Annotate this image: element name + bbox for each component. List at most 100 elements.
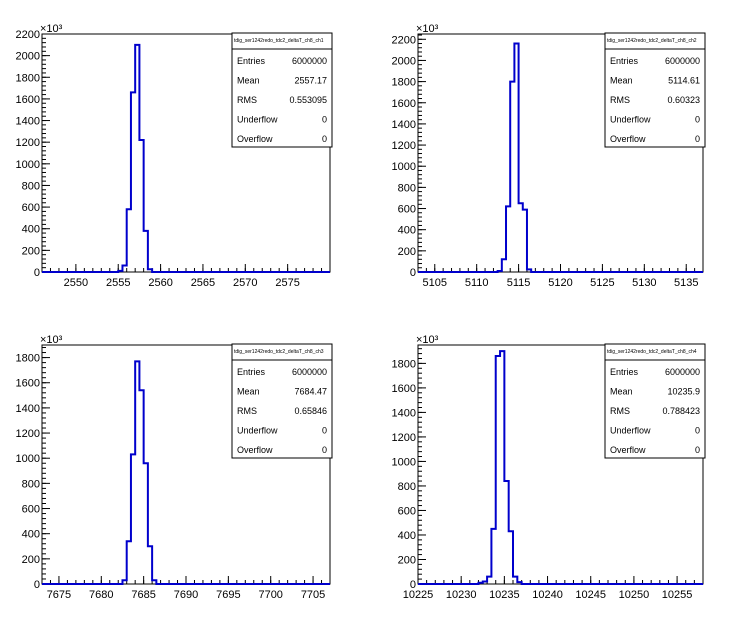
y-tick-label: 200 [22,245,40,257]
stats-value: 0.788423 [662,406,700,416]
x-tick-label: 2565 [191,277,215,289]
y-tick-label: 1600 [392,98,416,110]
y-multiplier-label: ×10³ [40,334,63,346]
stats-label: Underflow [237,115,278,125]
stats-label: RMS [610,95,630,105]
x-tick-label: 7685 [131,589,155,601]
stats-value: 0 [322,134,327,144]
y-tick-label: 1000 [392,161,416,173]
x-tick-label: 5130 [632,277,656,289]
x-tick-label: 10230 [446,589,477,601]
stats-value: 0.65846 [294,406,327,416]
stats-box-frame [231,343,333,459]
x-tick-label: 5115 [507,277,531,289]
y-tick-label: 800 [398,182,416,194]
x-tick-label: 10235 [489,589,520,601]
y-tick-label: 1600 [16,378,40,390]
x-tick-label: 2550 [64,277,88,289]
y-tick-label: 2200 [392,34,416,46]
stats-box: tdig_ser1242redo_tdc2_deltaT_ch8_ch1 Entr… [231,32,333,148]
y-tick-label: 1800 [16,353,40,365]
x-tick-label: 7680 [89,589,113,601]
x-tick-label: 5120 [548,277,572,289]
y-multiplier-label: ×10³ [416,334,439,346]
y-tick-label: 1400 [392,407,416,419]
histogram-panel-3: 7675 7680 7685 7690 7695 7700 7705 0 200 400 600 80… [16,334,333,601]
stats-value: 10235.9 [667,387,700,397]
stats-value: 6000000 [665,56,700,66]
y-tick-label: 1400 [16,116,40,128]
stats-title: tdig_ser1242redo_tdc2_deltaT_ch8_ch1 [234,38,324,44]
stats-value: 0 [322,445,327,455]
stats-label: Underflow [237,426,278,436]
histogram-series [418,42,703,273]
stats-label: Overflow [237,134,273,144]
y-tick-label: 800 [22,180,40,192]
stats-box-frame [604,343,706,459]
y-tick-label: 600 [398,204,416,216]
stats-label: RMS [237,406,257,416]
y-tick-label: 1200 [392,140,416,152]
stats-title: tdig_ser1242redo_tdc2_deltaT_ch8_ch3 [234,349,324,355]
x-tick-label: 10240 [532,589,563,601]
y-tick-label: 1000 [392,456,416,468]
stats-label: Entries [610,367,639,377]
y-tick-label: 1400 [392,119,416,131]
x-tick-label: 2570 [233,277,257,289]
x-tick-label: 7705 [301,589,325,601]
stats-value: 0.553095 [289,95,327,105]
stats-label: Entries [237,367,266,377]
stats-label: Mean [610,387,633,397]
stats-box-frame [604,32,706,148]
y-tick-label: 1600 [16,94,40,106]
x-tick-label: 2555 [106,277,130,289]
stats-label: Underflow [610,115,651,125]
stats-label: Entries [610,56,639,66]
histogram-series [418,350,703,585]
stats-label: Overflow [610,445,646,455]
stats-box: tdig_ser1242redo_tdc2_deltaT_ch8_ch2 Entr… [604,32,706,148]
y-tick-label: 200 [398,246,416,258]
stats-label: Mean [237,387,260,397]
stats-value: 0 [322,115,327,125]
stats-value: 6000000 [292,367,327,377]
x-tick-label: 10245 [575,589,606,601]
y-tick-label: 2200 [16,29,40,41]
y-tick-label: 0 [34,267,40,279]
stats-title: tdig_ser1242redo_tdc2_deltaT_ch8_ch2 [607,38,697,44]
y-tick-label: 1200 [392,432,416,444]
stats-label: RMS [610,406,630,416]
stats-value: 2557.17 [294,76,327,86]
stats-box-frame [231,32,333,148]
y-tick-label: 400 [22,224,40,236]
histogram-series [42,360,330,585]
x-tick-label: 10250 [619,589,650,601]
y-tick-label: 1400 [16,403,40,415]
x-tick-label: 2575 [275,277,299,289]
y-tick-label: 1000 [16,453,40,465]
stats-value: 0 [695,115,700,125]
y-tick-label: 2000 [16,51,40,63]
y-tick-label: 2000 [392,55,416,67]
stats-label: Mean [237,76,260,86]
y-tick-label: 1800 [16,72,40,84]
stats-title: tdig_ser1242redo_tdc2_deltaT_ch8_ch4 [607,349,697,355]
stats-label: Underflow [610,426,651,436]
y-tick-label: 1800 [392,358,416,370]
x-tick-label: 7700 [258,589,282,601]
stats-label: Mean [610,76,633,86]
stats-label: Overflow [610,134,646,144]
stats-value: 6000000 [292,56,327,66]
stats-value: 5114.61 [668,76,700,86]
x-tick-label: 10225 [403,589,434,601]
x-tick-label: 2560 [148,277,172,289]
histogram-series [42,43,330,273]
stats-value: 6000000 [665,367,700,377]
stats-label: Overflow [237,445,273,455]
stats-value: 0 [695,445,700,455]
x-tick-label: 5105 [423,277,447,289]
y-multiplier-label: ×10³ [416,23,439,35]
y-tick-label: 1800 [392,77,416,89]
stats-box: tdig_ser1242redo_tdc2_deltaT_ch8_ch4 Entr… [604,343,706,459]
